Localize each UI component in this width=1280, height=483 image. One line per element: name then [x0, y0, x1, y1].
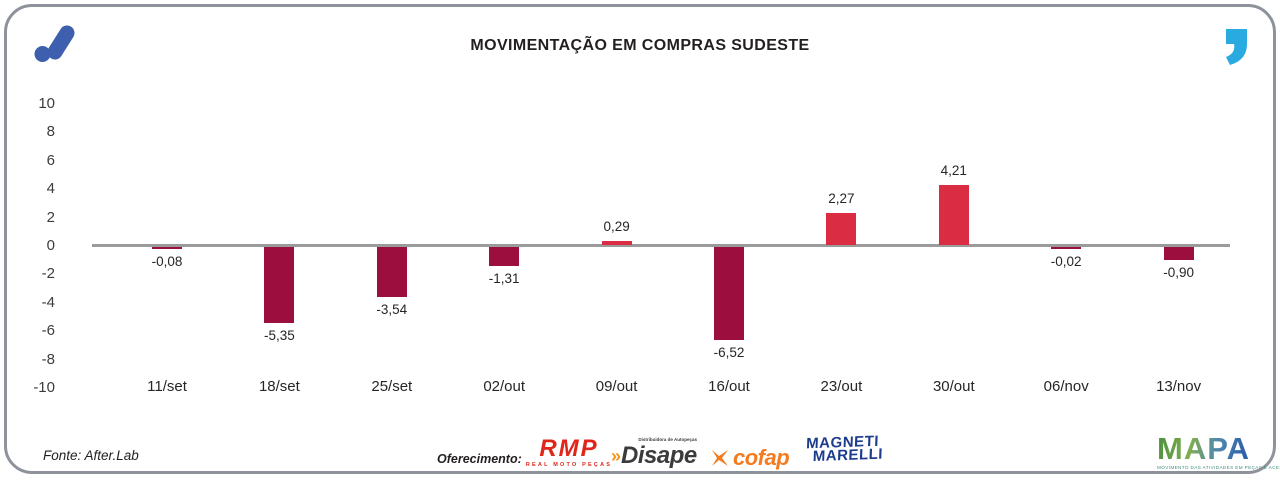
x-axis-label: 23/out: [820, 378, 863, 395]
bar-16/out: [714, 247, 744, 340]
bar-value-label: 4,21: [940, 163, 967, 179]
bar-30/out: [938, 185, 969, 245]
bar-value-label: 0,29: [603, 218, 630, 234]
magneti-logo-line2: MARELLI: [812, 445, 884, 465]
cofap-logo-text: cofap: [733, 445, 790, 470]
disape-logo-text: Disape: [621, 442, 697, 469]
zero-axis-line: [92, 244, 1230, 247]
mapa-logo-text: MAPA: [1157, 433, 1267, 464]
bar-02/out: [489, 247, 520, 266]
bar-value-label: -0,08: [151, 253, 183, 269]
bar-value-label: -6,52: [713, 344, 745, 360]
after-lab-logo-icon: [34, 25, 75, 62]
bar-value-label: -1,31: [488, 270, 520, 286]
y-axis-tick-label: -8: [41, 350, 55, 368]
x-axis-label: 02/out: [483, 378, 526, 395]
x-axis-label: 16/out: [708, 378, 750, 395]
y-axis-tick-label: 8: [46, 123, 55, 141]
bar-25/set: [376, 247, 407, 298]
bar-value-label: -3,54: [376, 302, 408, 318]
y-axis-tick-label: -2: [41, 265, 55, 283]
disape-logo-caption: Distribuidora de Autopeças: [638, 437, 697, 442]
y-axis-tick-label: 0: [46, 237, 55, 254]
sponsor-label: Oferecimento:: [437, 452, 522, 466]
rmp-logo-caption: REAL MOTO PEÇAS: [525, 462, 613, 468]
x-axis-label: 25/set: [371, 378, 413, 395]
bar-23/out: [826, 212, 857, 245]
mapa-logo: MAPA MOVIMENTO DAS ATIVIDADES EM PEÇAS E…: [1157, 433, 1280, 470]
bar-06/nov: [1051, 247, 1082, 249]
cofap-x-icon: [712, 450, 728, 466]
magneti-marelli-logo: MAGNETI MARELLI: [805, 433, 884, 465]
chart-title: MOVIMENTAÇÃO EM COMPRAS SUDESTE: [470, 37, 810, 54]
y-axis-tick-label: 2: [46, 208, 55, 226]
x-axis-label: 13/nov: [1156, 378, 1202, 395]
bar-18/set: [264, 247, 295, 323]
bar-11/set: [152, 247, 182, 249]
y-axis-tick-label: -10: [33, 379, 55, 396]
bar-value-label: -0,02: [1050, 253, 1082, 269]
disape-chevron-icon: »: [611, 446, 622, 466]
bar-13/nov: [1163, 247, 1194, 260]
cofap-logo: cofap: [709, 445, 790, 471]
y-axis-tick-label: -4: [41, 293, 55, 311]
disape-logo: Distribuidora de Autopeças » Disape: [611, 437, 703, 470]
quote-icon: [1226, 29, 1247, 65]
bar-value-label: 2,27: [828, 190, 855, 206]
rmp-logo-text: RMP: [539, 435, 599, 462]
bar-chart-plot: 10 8 6 4 2 0 -2 -4 -6 -8 -10 -0,08 11/set -5,35 18/set…: [7, 7, 1273, 471]
y-axis-tick-label: 10: [38, 95, 55, 112]
y-axis-tick-label: -6: [41, 322, 55, 340]
y-axis-tick-label: 6: [46, 151, 55, 169]
chart-card: MOVIMENTAÇÃO EM COMPRAS SUDESTE 10 8 6 4 2 0 -…: [4, 4, 1280, 474]
bar-09/out: [601, 240, 632, 245]
bar-value-label: -5,35: [264, 327, 295, 343]
y-axis-tick-label: 4: [46, 180, 55, 198]
x-axis-label: 18/set: [258, 378, 300, 395]
x-axis-label: 11/set: [147, 378, 187, 395]
bar-value-label: -0,90: [1163, 264, 1194, 280]
x-axis-label: 06/nov: [1043, 378, 1089, 395]
source-caption: Fonte: After.Lab: [43, 448, 139, 463]
mapa-logo-caption: MOVIMENTO DAS ATIVIDADES EM PEÇAS E ACES…: [1157, 465, 1280, 470]
x-axis-label: 30/out: [932, 378, 975, 395]
x-axis-label: 09/out: [595, 378, 638, 395]
rmp-logo: RMP REAL MOTO PEÇAS: [525, 435, 613, 469]
